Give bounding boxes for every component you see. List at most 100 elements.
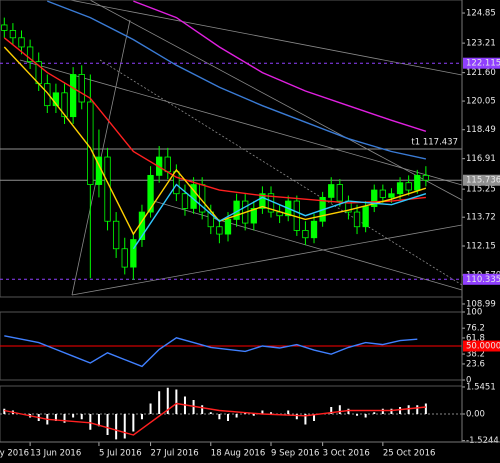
y-tick-label: 120.05 xyxy=(466,97,496,107)
candle-body xyxy=(44,83,51,107)
y-tick-label: 123.21 xyxy=(466,39,496,49)
candle-body xyxy=(61,92,68,118)
histogram-bar xyxy=(252,414,255,416)
y-tick-label: 1.5451 xyxy=(466,382,496,392)
trend-lines xyxy=(19,0,463,296)
candle-body xyxy=(362,206,369,228)
y-tick-label: 108.99 xyxy=(466,299,496,309)
y-tick-label: 118.49 xyxy=(466,125,496,135)
histogram-bar xyxy=(373,412,376,414)
histogram-bar xyxy=(72,414,75,418)
candle-body xyxy=(69,74,77,118)
series-line xyxy=(47,0,427,160)
x-tick-label: 5 Jul 2016 xyxy=(99,449,142,459)
level-label: 110.335 xyxy=(466,275,500,285)
candle-body xyxy=(207,211,214,228)
x-tick-label: 18 Aug 2016 xyxy=(211,449,265,459)
histogram-bar xyxy=(201,405,204,414)
candle-body xyxy=(379,189,387,198)
histogram-bar xyxy=(166,387,169,414)
histogram-bar xyxy=(158,391,161,414)
histogram-bar xyxy=(390,408,393,414)
candle-body xyxy=(1,24,8,31)
candle-body xyxy=(87,101,94,185)
histogram-bar xyxy=(295,414,298,420)
y-tick-label: 116.91 xyxy=(466,154,496,164)
trend-line xyxy=(69,0,463,76)
y-tick-label: 0.00 xyxy=(466,410,485,420)
candle-body xyxy=(328,184,335,198)
candle-body xyxy=(259,193,266,209)
level-label: 50.0000 xyxy=(466,342,500,352)
histogram-bar xyxy=(149,403,152,414)
histogram-bar xyxy=(3,408,6,414)
candle-body xyxy=(164,156,171,173)
level-label-box xyxy=(463,57,500,69)
y-tick-label: 100 xyxy=(466,308,482,318)
histogram-bar xyxy=(399,407,402,414)
y-tick-label: 121.60 xyxy=(466,68,496,78)
series-line xyxy=(4,335,418,368)
histogram-bar xyxy=(226,414,229,421)
histogram-bar xyxy=(209,412,212,414)
histogram-bar xyxy=(338,405,341,414)
histogram-bar xyxy=(424,403,427,414)
level-label: t1 117.437 xyxy=(411,138,458,148)
candle-body xyxy=(405,182,412,191)
histogram-bar xyxy=(97,414,100,427)
histogram-bar xyxy=(106,414,109,435)
series-line xyxy=(4,402,426,436)
y-tick-label: 112.15 xyxy=(466,242,496,252)
trend-line xyxy=(99,59,463,286)
candle-body xyxy=(130,239,137,268)
candle-body xyxy=(216,226,223,235)
histogram-bar xyxy=(304,414,307,425)
candle-body xyxy=(310,220,318,239)
x-tick-label: 9 Sep 2016 xyxy=(271,449,319,459)
candle-body xyxy=(224,219,232,235)
histogram-bar xyxy=(89,414,92,430)
level-label-box xyxy=(463,174,500,186)
candle-body xyxy=(112,220,120,250)
histogram-bar xyxy=(218,414,221,420)
y-tick-label: 23.6 xyxy=(466,359,485,369)
y-tick-label: 76.2 xyxy=(466,324,485,334)
y-tick-label: 124.85 xyxy=(466,9,496,19)
histogram-bar xyxy=(261,410,264,414)
y-tick-label: 115.25 xyxy=(466,185,496,195)
candle-body xyxy=(147,174,154,213)
x-tick-label: 27 Jul 2016 xyxy=(151,449,199,459)
histogram-bar xyxy=(140,414,143,420)
candle-body xyxy=(78,74,85,103)
trend-line xyxy=(19,59,463,186)
x-tick-label: May 2016 xyxy=(0,449,29,459)
y-tick-label: 38.2 xyxy=(466,350,485,360)
candle-body xyxy=(388,193,395,198)
x-tick-label: 25 Oct 2016 xyxy=(383,449,436,459)
histogram-bar xyxy=(54,414,57,421)
histogram-bar xyxy=(80,414,83,420)
y-tick-label: 61.8 xyxy=(466,333,485,343)
y-tick-label: 113.72 xyxy=(466,213,496,223)
histogram-bar xyxy=(364,414,367,418)
candle-body xyxy=(336,184,343,202)
candle-body xyxy=(302,230,309,239)
histogram-bar xyxy=(270,412,273,414)
histogram-bar xyxy=(416,405,419,414)
level-label-box xyxy=(463,340,500,352)
candle-body xyxy=(250,207,257,224)
x-tick-label: 13 Jun 2016 xyxy=(30,449,81,459)
candle-body xyxy=(414,174,421,191)
candle-body xyxy=(422,174,430,181)
histogram-bar xyxy=(330,407,333,414)
y-tick-label: -1.5244 xyxy=(466,436,499,446)
candle-body xyxy=(26,46,34,63)
level-label-box xyxy=(463,273,500,285)
histogram-bar xyxy=(132,414,135,432)
histogram-bar xyxy=(287,410,290,414)
y-tick-label: 0 xyxy=(466,376,471,386)
histogram-bar xyxy=(123,414,126,439)
histogram-bar xyxy=(407,405,410,414)
level-label: 122.115 xyxy=(466,59,500,69)
